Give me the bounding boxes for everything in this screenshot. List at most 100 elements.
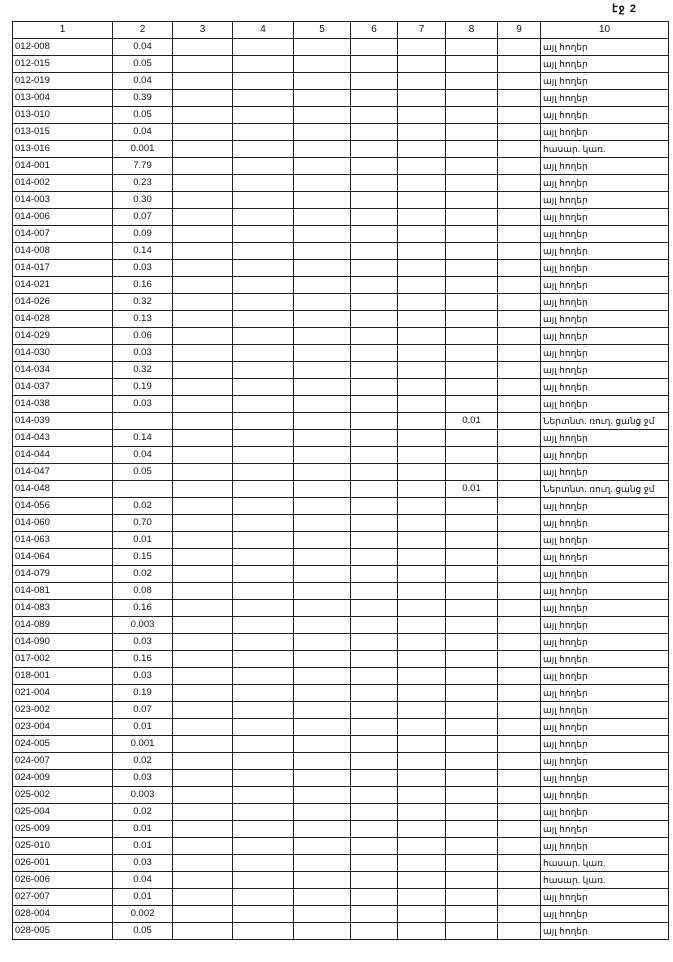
cell-col-10: այլ հողեր [540,684,669,702]
table-row: 014-028 0.13 այլ հողեր [12,310,669,328]
cell-col-6 [350,565,398,583]
land-type: հասար. կառ. [543,875,606,885]
cell-col-9 [497,463,541,481]
cell-col-3 [172,854,233,872]
cell-col-3 [172,140,233,158]
cell-col-3 [172,463,233,481]
cell-col-10: այլ հողեր [540,55,669,73]
column-header-2: 2 [112,21,173,39]
land-type: այլ հողեր [543,348,588,358]
cell-col-3 [172,803,233,821]
cell-col-9 [497,514,541,532]
cell-col-2: 0.19 [112,378,173,396]
cell-col-2: 0.19 [112,684,173,702]
cell-col-8 [445,837,498,855]
cell-col-7 [397,480,446,498]
cell-col-7 [397,718,446,736]
cell-col-1: 014-037 [12,378,113,396]
cell-col-10: այլ հողեր [540,752,669,770]
cell-col-6 [350,191,398,209]
cell-col-6 [350,548,398,566]
cell-col-8 [445,633,498,651]
cell-col-5 [293,89,351,107]
cell-col-6 [350,293,398,311]
cell-col-2: 0.03 [112,854,173,872]
cell-col-8 [445,225,498,243]
cell-col-10: այլ հողեր [540,837,669,855]
land-type: այլ հողեր [543,212,588,222]
cell-col-10: այլ հողեր [540,650,669,668]
cell-col-7 [397,140,446,158]
cell-col-2: 0.01 [112,888,173,906]
cell-col-10: այլ հողեր [540,548,669,566]
cell-col-5 [293,803,351,821]
cell-col-6 [350,208,398,226]
cell-col-3 [172,769,233,787]
cell-col-10: այլ հողեր [540,820,669,838]
cell-col-3 [172,650,233,668]
table-row: 014-001 7.79 այլ հողեր [12,157,669,175]
land-type: այլ հողեր [543,178,588,188]
column-header-8: 8 [445,21,498,39]
cell-col-5 [293,582,351,600]
cell-col-10: այլ հողեր [540,106,669,124]
table-row: 026-006 0.04 հասար. կառ. [12,871,669,889]
cell-col-9 [497,701,541,719]
land-type: հասար. կառ. [543,858,606,868]
cell-col-9 [497,769,541,787]
cell-col-4 [232,225,294,243]
cell-col-2: 0.06 [112,327,173,345]
cell-col-7 [397,463,446,481]
cell-col-10: այլ հողեր [540,191,669,209]
cell-col-7 [397,905,446,923]
cell-col-2: 0.16 [112,650,173,668]
cell-col-6 [350,701,398,719]
cell-col-4 [232,480,294,498]
cell-col-6 [350,327,398,345]
cell-col-9 [497,922,541,940]
cell-col-8 [445,888,498,906]
cell-col-5 [293,735,351,753]
cell-col-9 [497,174,541,192]
column-header-3: 3 [172,21,233,39]
land-type: այլ հողեր [543,450,588,460]
cell-col-7 [397,106,446,124]
cell-col-3 [172,412,233,430]
cell-col-7 [397,735,446,753]
cell-col-3 [172,599,233,617]
cell-col-10: այլ հողեր [540,344,669,362]
cell-col-7 [397,89,446,107]
land-type: այլ հողեր [543,263,588,273]
land-type: այլ հողեր [543,620,588,630]
cell-col-5 [293,820,351,838]
cell-col-3 [172,905,233,923]
cell-col-9 [497,718,541,736]
cell-col-10: այլ հողեր [540,38,669,56]
cell-col-8 [445,769,498,787]
cell-col-3 [172,395,233,413]
cell-col-8 [445,905,498,923]
table-row: 013-016 0.001 հասար. կառ. [12,140,669,158]
cell-col-2: 0.003 [112,786,173,804]
table-row: 014-090 0.03 այլ հողեր [12,633,669,651]
cell-col-1: 014-090 [12,633,113,651]
cell-col-1: 013-004 [12,89,113,107]
cell-col-10: այլ հողեր [540,429,669,447]
cell-col-5 [293,531,351,549]
cell-col-10: այլ հողեր [540,123,669,141]
cell-col-3 [172,429,233,447]
cell-col-9 [497,820,541,838]
cell-col-5 [293,259,351,277]
cell-col-2: 0.03 [112,667,173,685]
cell-col-10: այլ հողեր [540,531,669,549]
cell-col-9 [497,888,541,906]
cell-col-8 [445,395,498,413]
cell-col-7 [397,633,446,651]
cell-col-3 [172,259,233,277]
cell-col-2: 0.03 [112,344,173,362]
cell-col-1: 014-030 [12,344,113,362]
table-row: 024-009 0.03 այլ հողեր [12,769,669,787]
land-type: այլ հողեր [543,314,588,324]
cell-col-5 [293,752,351,770]
cell-col-6 [350,89,398,107]
